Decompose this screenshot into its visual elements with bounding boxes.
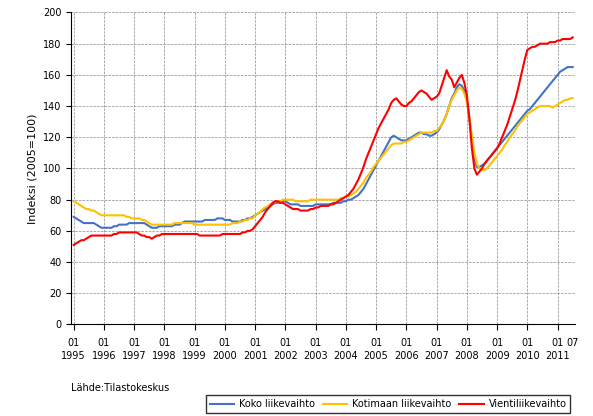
Text: 01: 01 — [551, 338, 564, 348]
Vientiliikevaihto — [294, 207, 301, 211]
Koko liikevaihto — [554, 72, 561, 77]
Kotimaan liikevaihto — [70, 199, 77, 204]
Text: 2010: 2010 — [515, 351, 540, 361]
Kotimaan liikevaihto — [569, 96, 576, 101]
Text: 01: 01 — [310, 338, 322, 348]
Vientiliikevaihto — [569, 35, 576, 40]
Text: 2009: 2009 — [484, 351, 509, 361]
Kotimaan liikevaihto — [297, 199, 304, 204]
Kotimaan liikevaihto — [148, 222, 155, 227]
Legend: Koko liikevaihto, Kotimaan liikevaihto, Vientiliikevaihto: Koko liikevaihto, Kotimaan liikevaihto, … — [206, 396, 570, 413]
Text: 1998: 1998 — [152, 351, 177, 361]
Text: Lähde:Tilastokeskus: Lähde:Tilastokeskus — [71, 383, 170, 393]
Koko liikevaihto — [503, 133, 511, 138]
Text: 01: 01 — [370, 338, 382, 348]
Text: 01: 01 — [340, 338, 352, 348]
Vientiliikevaihto — [551, 40, 559, 45]
Line: Koko liikevaihto: Koko liikevaihto — [74, 67, 573, 228]
Text: 2004: 2004 — [333, 351, 358, 361]
Vientiliikevaihto — [249, 227, 256, 232]
Kotimaan liikevaihto — [251, 213, 259, 218]
Text: 01: 01 — [431, 338, 443, 348]
Text: 2006: 2006 — [394, 351, 419, 361]
Vientiliikevaihto — [501, 129, 508, 134]
Text: 2003: 2003 — [303, 351, 328, 361]
Koko liikevaihto — [569, 64, 576, 69]
Kotimaan liikevaihto — [327, 197, 334, 202]
Koko liikevaihto — [564, 64, 571, 69]
Text: 01: 01 — [158, 338, 171, 348]
Text: 1996: 1996 — [92, 351, 116, 361]
Text: 2008: 2008 — [454, 351, 479, 361]
Text: 1997: 1997 — [122, 351, 146, 361]
Koko liikevaihto — [70, 214, 77, 219]
Text: 2007: 2007 — [424, 351, 449, 361]
Text: 2005: 2005 — [364, 351, 388, 361]
Text: 1995: 1995 — [61, 351, 86, 361]
Text: 2011: 2011 — [545, 351, 570, 361]
Koko liikevaihto — [251, 213, 259, 218]
Text: 2000: 2000 — [212, 351, 237, 361]
Vientiliikevaihto — [531, 44, 538, 49]
Koko liikevaihto — [98, 225, 105, 230]
Kotimaan liikevaihto — [456, 85, 463, 90]
Text: 07: 07 — [566, 338, 579, 348]
Text: 01: 01 — [68, 338, 80, 348]
Line: Kotimaan liikevaihto: Kotimaan liikevaihto — [74, 87, 573, 225]
Text: 1999: 1999 — [183, 351, 207, 361]
Text: 01: 01 — [491, 338, 503, 348]
Text: 01: 01 — [128, 338, 141, 348]
Koko liikevaihto — [534, 97, 541, 102]
Text: 2002: 2002 — [273, 351, 298, 361]
Text: 01: 01 — [461, 338, 473, 348]
Text: 01: 01 — [400, 338, 413, 348]
Text: 01: 01 — [249, 338, 262, 348]
Text: 01: 01 — [521, 338, 534, 348]
Text: 01: 01 — [189, 338, 201, 348]
Text: 01: 01 — [219, 338, 231, 348]
Line: Vientiliikevaihto: Vientiliikevaihto — [74, 37, 573, 245]
Kotimaan liikevaihto — [506, 135, 514, 140]
Text: 01: 01 — [98, 338, 110, 348]
Text: 01: 01 — [279, 338, 292, 348]
Koko liikevaihto — [297, 203, 304, 208]
Vientiliikevaihto — [325, 203, 332, 208]
Koko liikevaihto — [327, 202, 334, 207]
Kotimaan liikevaihto — [536, 104, 543, 109]
Kotimaan liikevaihto — [557, 101, 564, 106]
Text: 2001: 2001 — [243, 351, 267, 361]
Y-axis label: Indeksi (2005=100): Indeksi (2005=100) — [27, 113, 37, 224]
Vientiliikevaihto — [70, 243, 77, 248]
